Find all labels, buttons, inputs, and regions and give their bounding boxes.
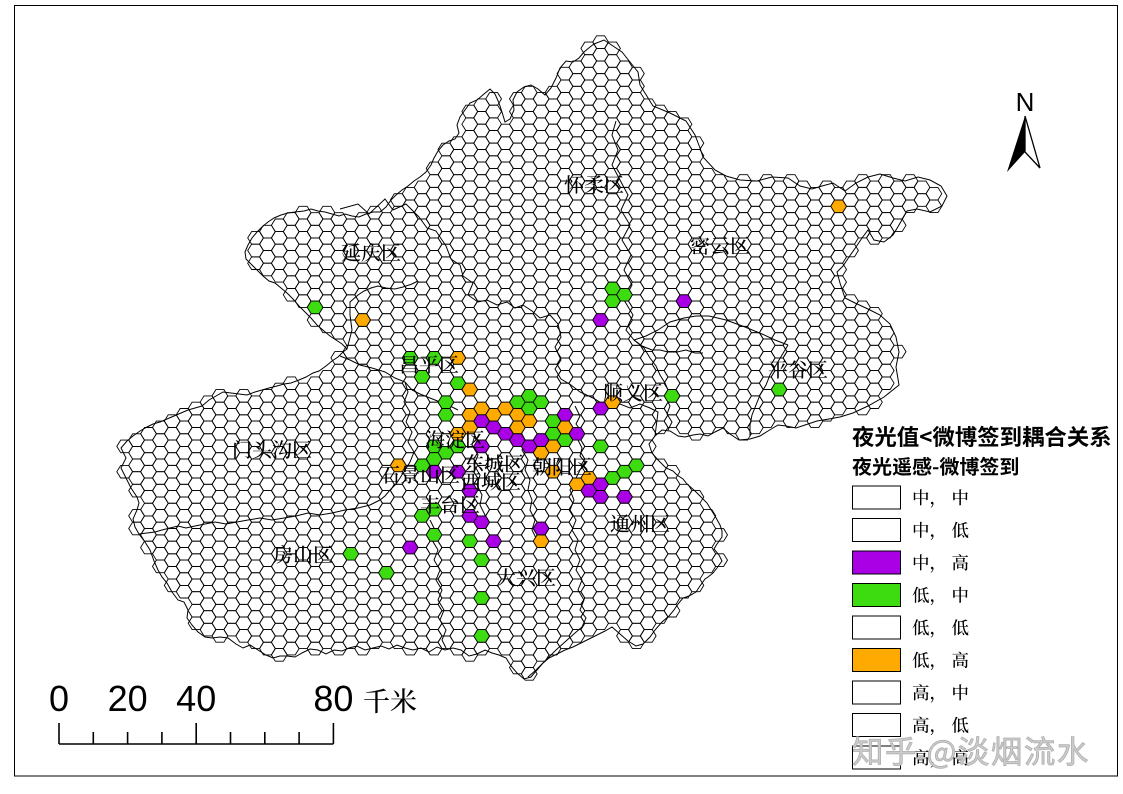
svg-text:20: 20: [108, 678, 148, 719]
svg-text:N: N: [1016, 87, 1035, 117]
svg-text:80: 80: [313, 678, 353, 719]
svg-text:0: 0: [49, 678, 69, 719]
svg-text:40: 40: [176, 678, 216, 719]
